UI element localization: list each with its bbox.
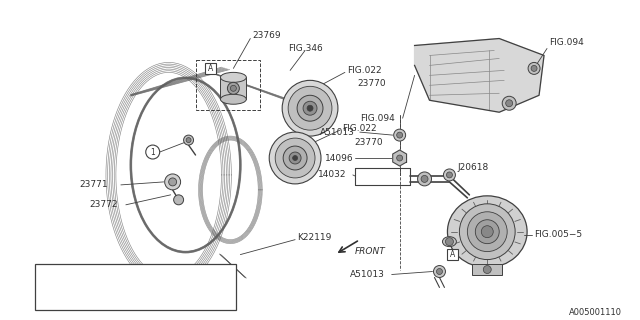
Circle shape bbox=[282, 80, 338, 136]
Text: A005001110: A005001110 bbox=[569, 308, 622, 317]
Circle shape bbox=[269, 132, 321, 184]
FancyBboxPatch shape bbox=[35, 264, 236, 310]
Circle shape bbox=[460, 204, 515, 260]
Ellipse shape bbox=[442, 237, 456, 247]
Circle shape bbox=[433, 266, 445, 277]
Text: FIG.346: FIG.346 bbox=[288, 44, 323, 53]
Bar bbox=[196, 60, 260, 110]
Circle shape bbox=[394, 129, 406, 141]
Text: 1: 1 bbox=[49, 294, 54, 303]
Polygon shape bbox=[415, 38, 544, 112]
Text: FIG.022: FIG.022 bbox=[342, 124, 376, 132]
Circle shape bbox=[467, 212, 507, 252]
Circle shape bbox=[164, 174, 180, 190]
Circle shape bbox=[184, 135, 193, 145]
Circle shape bbox=[292, 156, 298, 161]
Text: A4101  (-'14MY1307>: A4101 (-'14MY1307> bbox=[71, 271, 163, 280]
Circle shape bbox=[436, 268, 442, 275]
Circle shape bbox=[44, 268, 58, 283]
Circle shape bbox=[417, 172, 431, 186]
Circle shape bbox=[397, 155, 403, 161]
Text: A51013: A51013 bbox=[350, 270, 385, 279]
Circle shape bbox=[531, 65, 537, 71]
Circle shape bbox=[275, 138, 315, 178]
Circle shape bbox=[445, 238, 453, 246]
Ellipse shape bbox=[447, 196, 527, 268]
Circle shape bbox=[483, 266, 492, 274]
Ellipse shape bbox=[220, 72, 246, 82]
Circle shape bbox=[173, 195, 184, 205]
Circle shape bbox=[146, 145, 160, 159]
Text: 1: 1 bbox=[49, 271, 54, 280]
Bar bbox=[220, 77, 246, 99]
Circle shape bbox=[528, 62, 540, 74]
Text: FIG.094: FIG.094 bbox=[360, 114, 395, 123]
Text: A: A bbox=[208, 64, 213, 73]
Circle shape bbox=[447, 172, 452, 178]
Circle shape bbox=[421, 175, 428, 182]
Polygon shape bbox=[393, 150, 406, 166]
Text: 23772: 23772 bbox=[89, 200, 118, 209]
Circle shape bbox=[44, 292, 58, 305]
Circle shape bbox=[506, 100, 513, 107]
Text: A51013: A51013 bbox=[320, 128, 355, 137]
Circle shape bbox=[169, 178, 177, 186]
Circle shape bbox=[186, 138, 191, 143]
Circle shape bbox=[230, 85, 236, 91]
Text: FRONT: FRONT bbox=[355, 247, 385, 256]
Text: 14096: 14096 bbox=[325, 154, 354, 163]
Text: 23770: 23770 bbox=[358, 79, 387, 88]
Circle shape bbox=[481, 226, 493, 238]
Circle shape bbox=[288, 86, 332, 130]
Text: 14032: 14032 bbox=[318, 171, 346, 180]
Text: K22119: K22119 bbox=[297, 233, 332, 242]
Circle shape bbox=[297, 95, 323, 121]
Text: A41011 ('14MY1307- >: A41011 ('14MY1307- > bbox=[71, 294, 168, 303]
Circle shape bbox=[307, 105, 313, 111]
Text: A: A bbox=[450, 250, 455, 259]
Circle shape bbox=[444, 169, 456, 181]
Text: 23770: 23770 bbox=[355, 138, 383, 147]
Circle shape bbox=[476, 220, 499, 244]
Text: 23769: 23769 bbox=[252, 31, 281, 40]
Bar bbox=[472, 264, 502, 276]
Bar bbox=[447, 249, 458, 260]
Text: 23771: 23771 bbox=[79, 180, 108, 189]
Text: 1: 1 bbox=[150, 148, 155, 156]
Circle shape bbox=[227, 82, 239, 94]
Text: FIG.005−5: FIG.005−5 bbox=[534, 230, 582, 239]
Circle shape bbox=[502, 96, 516, 110]
Circle shape bbox=[283, 146, 307, 170]
Circle shape bbox=[397, 132, 403, 138]
Text: FIG.022: FIG.022 bbox=[347, 66, 381, 75]
Bar bbox=[205, 63, 216, 74]
Text: FIG.094: FIG.094 bbox=[549, 38, 584, 47]
Circle shape bbox=[303, 101, 317, 115]
Text: J20618: J20618 bbox=[458, 164, 489, 172]
Ellipse shape bbox=[220, 94, 246, 104]
Circle shape bbox=[289, 152, 301, 164]
